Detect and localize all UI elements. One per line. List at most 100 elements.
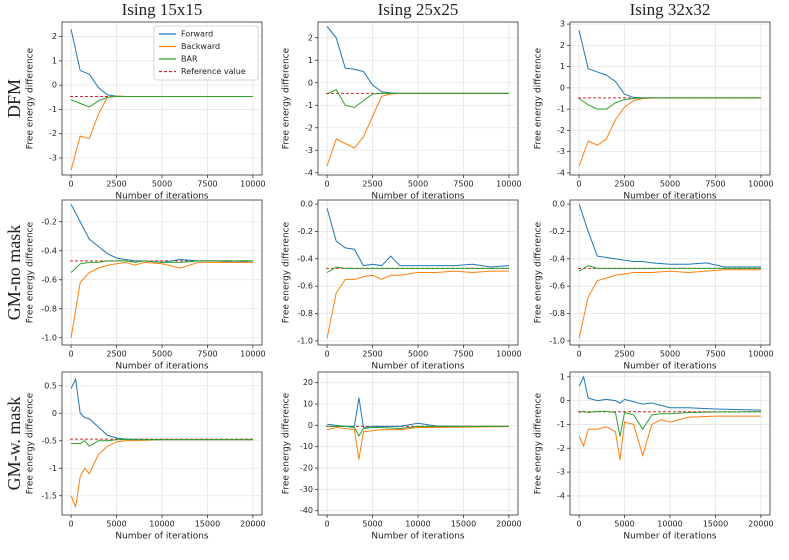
x-axis-label: Number of iterations — [371, 532, 465, 542]
x-tick-label: 0 — [69, 520, 74, 529]
y-tick-label: -2 — [49, 129, 57, 138]
y-tick-label: -40 — [300, 506, 313, 515]
x-tick-label: 5000 — [106, 520, 126, 529]
x-axis-label: Number of iterations — [371, 192, 465, 202]
legend-label: BAR — [181, 55, 198, 64]
y-tick-label: -1.0 — [41, 333, 57, 342]
y-tick-label: -0.2 — [549, 227, 565, 236]
y-tick-label: -1 — [557, 105, 565, 114]
y-tick-label: -4 — [305, 168, 313, 177]
y-axis-label: Free energy difference — [534, 392, 544, 494]
x-tick-label: 5000 — [362, 520, 382, 529]
x-tick-label: 0 — [69, 350, 74, 359]
x-tick-label: 0 — [325, 180, 330, 189]
x-tick-label: 7500 — [705, 180, 725, 189]
series-line — [578, 265, 761, 272]
x-tick-label: 10000 — [657, 520, 682, 529]
plot-frame — [317, 371, 519, 516]
y-tick-label: 3 — [560, 20, 565, 29]
x-tick-label: 20000 — [496, 520, 521, 529]
y-tick-label: -0.2 — [41, 217, 57, 226]
row-label: GM-no mask — [4, 225, 24, 321]
series-line — [326, 266, 509, 273]
y-tick-label: -2 — [557, 444, 565, 453]
y-tick-label: 0 — [308, 78, 313, 87]
y-tick-label: 0 — [560, 83, 565, 92]
y-tick-label: -1 — [557, 420, 565, 429]
y-tick-label: -1 — [49, 105, 57, 114]
series-line — [578, 375, 761, 411]
y-tick-label: -0.5 — [41, 436, 57, 445]
column-title: Ising 25x25 — [378, 0, 459, 19]
plot-frame — [61, 21, 263, 176]
x-tick-label: 2500 — [614, 180, 634, 189]
y-tick-label: 0 — [308, 421, 313, 430]
series-line — [326, 88, 509, 109]
x-tick-label: 0 — [325, 520, 330, 529]
y-tick-label: -1.0 — [549, 336, 565, 345]
y-tick-label: -3 — [557, 147, 565, 156]
x-tick-label: 20000 — [748, 520, 773, 529]
series-line — [326, 270, 509, 339]
y-tick-label: 10 — [303, 400, 313, 409]
plot-frame — [317, 199, 519, 346]
y-tick-label: 1 — [560, 62, 565, 71]
y-tick-label: 0 — [52, 81, 57, 90]
series-line — [578, 410, 761, 437]
y-tick-label: -3 — [305, 146, 313, 155]
y-axis-label: Free energy difference — [282, 221, 292, 323]
series-line — [326, 426, 509, 460]
plot-frame — [569, 21, 771, 176]
x-tick-label: 10000 — [405, 520, 430, 529]
y-tick-label: 0.5 — [44, 381, 57, 390]
x-tick-label: 10000 — [496, 180, 521, 189]
x-tick-label: 10000 — [240, 350, 265, 359]
y-axis-label: Free energy difference — [282, 47, 292, 149]
y-axis-label: Free energy difference — [26, 47, 36, 149]
y-tick-label: -0.6 — [41, 275, 57, 284]
y-tick-label: -1.0 — [297, 336, 313, 345]
y-tick-label: 1 — [560, 372, 565, 381]
y-tick-label: 0 — [52, 409, 57, 418]
y-tick-label: -0.8 — [41, 304, 57, 313]
x-tick-label: 5000 — [614, 520, 634, 529]
x-tick-label: 0 — [577, 520, 582, 529]
series-line — [326, 208, 509, 268]
x-tick-label: 0 — [325, 350, 330, 359]
series-line — [578, 203, 761, 268]
x-tick-label: 20000 — [240, 520, 265, 529]
x-tick-label: 15000 — [451, 520, 476, 529]
x-tick-label: 15000 — [703, 520, 728, 529]
y-tick-label: 0.0 — [300, 200, 313, 209]
x-tick-label: 0 — [69, 180, 74, 189]
y-tick-label: -30 — [300, 485, 313, 494]
column-title: Ising 32x32 — [630, 0, 711, 19]
legend-label: Forward — [181, 30, 213, 39]
y-tick-label: 1 — [308, 56, 313, 65]
x-axis-label: Number of iterations — [623, 362, 717, 372]
series-line — [71, 439, 253, 447]
row-label: GM-w. mask — [4, 397, 24, 491]
x-tick-label: 10000 — [149, 520, 174, 529]
x-tick-label: 0 — [577, 180, 582, 189]
y-tick-label: 1 — [52, 56, 57, 65]
series-line — [327, 425, 509, 438]
y-axis-label: Free energy difference — [26, 221, 36, 323]
plot-frame — [61, 199, 263, 346]
y-axis-label: Free energy difference — [534, 47, 544, 149]
y-tick-label: -0.4 — [41, 246, 57, 255]
y-tick-label: -0.6 — [297, 282, 313, 291]
x-tick-label: 5000 — [152, 180, 172, 189]
x-axis-label: Number of iterations — [623, 532, 717, 542]
y-tick-label: 0 — [560, 396, 565, 405]
y-tick-label: -20 — [300, 464, 313, 473]
legend-label: Reference value — [181, 67, 246, 76]
x-tick-label: 2500 — [362, 350, 382, 359]
y-tick-label: -4 — [557, 168, 565, 177]
x-tick-label: 2500 — [106, 350, 126, 359]
series-line — [70, 96, 253, 108]
x-tick-label: 7500 — [705, 350, 725, 359]
x-tick-label: 0 — [577, 350, 582, 359]
plot-frame — [317, 21, 519, 176]
y-axis-label: Free energy difference — [534, 221, 544, 323]
